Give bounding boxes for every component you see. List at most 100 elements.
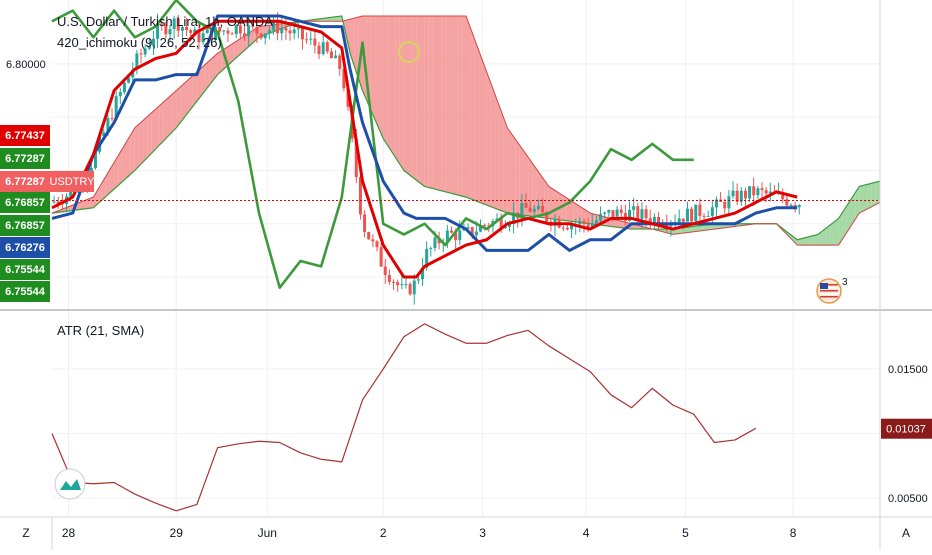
indicator-legend[interactable]: 420_ichimoku (9, 26, 52, 26) [57, 35, 222, 50]
cloud-segment [428, 15, 433, 189]
cloud-segment [660, 229, 665, 233]
cloud-segment [105, 169, 110, 197]
cloud-segment [230, 42, 235, 64]
candle-body [110, 118, 114, 120]
cloud-segment [416, 15, 421, 184]
cloud-segment [85, 198, 90, 209]
cloud-segment [470, 27, 475, 201]
annotation-circle-icon [398, 41, 420, 63]
cloud-segment [503, 116, 508, 214]
cloud-segment [490, 83, 495, 209]
cloud-segment [151, 109, 156, 154]
candle-body [416, 279, 420, 281]
candle-body [255, 26, 259, 34]
atr-legend[interactable]: ATR (21, SMA) [57, 323, 145, 338]
candle-body [408, 284, 412, 295]
cloud-segment [138, 120, 144, 167]
candle-body [151, 38, 155, 46]
cloud-segment [577, 205, 582, 223]
candle-body [93, 151, 97, 168]
candle-body [599, 213, 603, 221]
candle-body [371, 239, 375, 242]
candle-body [168, 29, 172, 35]
candle-body [263, 33, 267, 39]
cloud-segment [859, 185, 864, 214]
span-b-line [51, 15, 881, 246]
candle-body [685, 208, 689, 222]
cloud-segment [528, 157, 533, 217]
cloud-segment [408, 15, 413, 177]
candle-body [603, 212, 607, 214]
candle-body [433, 237, 437, 248]
candle-body [594, 220, 598, 224]
candle-body [478, 225, 482, 232]
cloud-segment [412, 15, 417, 181]
cloud-segment [478, 49, 483, 204]
cloud-segment [788, 233, 794, 241]
candle-body [267, 30, 271, 34]
cloud-segment [437, 15, 442, 191]
time-tick-label: 5 [682, 526, 689, 540]
candle-body [201, 33, 205, 43]
cloud-segment [180, 83, 185, 123]
cloud-segment [250, 29, 255, 45]
candle-body [230, 33, 234, 35]
candle-body [756, 188, 760, 196]
symbol-title[interactable]: U.S. Dollar / Turkish Lira, 1h, OANDA [57, 14, 274, 29]
price-label-badge [0, 125, 50, 146]
time-tick-label: 3 [479, 526, 486, 540]
candle-body [143, 48, 147, 55]
price-label: 6.76857 [5, 197, 45, 209]
flag-stripe [820, 284, 838, 286]
time-tick-label: Jun [258, 526, 277, 540]
cloud-segment [805, 236, 810, 246]
time-tick-label: 8 [790, 526, 797, 540]
cloud-segment [134, 124, 139, 171]
candle-body [586, 224, 590, 228]
cloud-segment [511, 133, 516, 215]
candle-body [180, 27, 184, 31]
span-a-line [51, 15, 881, 241]
candle-body [280, 27, 284, 34]
candle-body [768, 191, 772, 194]
candle-body [379, 247, 383, 267]
cloud-segment [205, 60, 210, 91]
cloud-segment [163, 98, 168, 141]
cloud-segment [159, 101, 164, 145]
cloud-segment [855, 186, 860, 220]
candle-body [325, 42, 329, 52]
candle-body [271, 21, 275, 31]
cloud-segment [581, 207, 587, 224]
candle-body [752, 186, 756, 196]
candle-body [106, 118, 110, 133]
candle-body [296, 28, 300, 30]
event-count: 3 [842, 277, 848, 288]
cloud-segment [383, 15, 388, 145]
cloud-segment [263, 25, 268, 36]
candle-body [739, 190, 743, 202]
cloud-segment [387, 15, 392, 152]
candle-body [694, 204, 698, 222]
candle-body [764, 190, 768, 194]
candle-body [114, 96, 118, 119]
candle-body [354, 138, 358, 178]
candle-body [541, 205, 545, 213]
candle-body [636, 206, 640, 220]
cloud-segment [445, 15, 450, 193]
candle-body [400, 284, 404, 286]
candle-body [450, 230, 454, 233]
price-label: 6.75544 [5, 286, 46, 298]
candle-body [536, 205, 540, 209]
candle-body [205, 29, 209, 34]
cloud-segment [793, 236, 798, 246]
candle-body [545, 212, 549, 222]
candle-body [648, 218, 652, 224]
cloud-segment [188, 75, 193, 112]
cloud-segment [817, 231, 823, 246]
candle-body [437, 237, 441, 244]
candle-body [313, 38, 317, 46]
candle-body [164, 24, 168, 35]
candle-body [524, 203, 528, 208]
candle-body [259, 33, 263, 39]
